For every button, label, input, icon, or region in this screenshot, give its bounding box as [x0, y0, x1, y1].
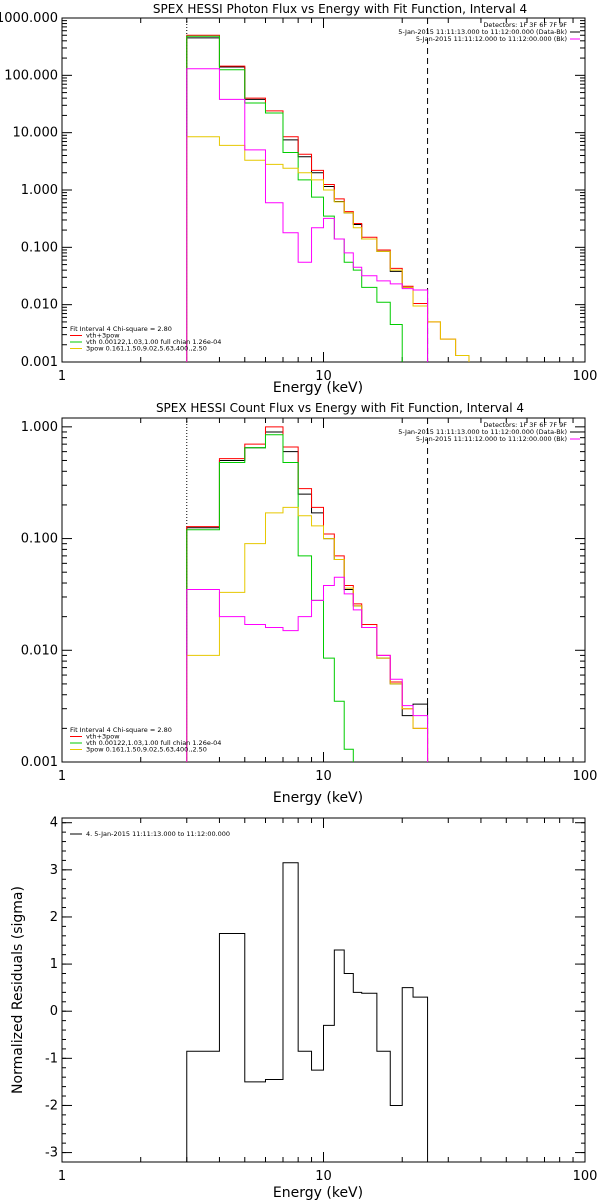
photon-x-tick-label: 100 — [573, 369, 598, 384]
count-x-tick-label: 100 — [573, 769, 598, 784]
residuals-series-group — [186, 862, 429, 1162]
photon-plot-area: Detectors: 1F 3F 6F 7F 9F5-Jan-2015 11:1… — [70, 18, 580, 362]
photon-x-axis-label: Energy (keV) — [273, 380, 363, 396]
residuals-y-tick-label: 4 — [50, 816, 58, 831]
residuals-y-tick-label: 0 — [50, 1004, 58, 1019]
count-info-line: 5-Jan-2015 11:11:12.000 to 11:12:00.000 … — [416, 435, 567, 443]
photon-y-tick-label: 1.000 — [21, 183, 58, 198]
count-series-3pow — [186, 506, 429, 762]
residuals-y-axis-label: Normalized Residuals (sigma) — [10, 886, 26, 1094]
count-info-line: Detectors: 1F 3F 6F 7F 9F — [483, 421, 567, 429]
count-y-tick-label: 0.001 — [21, 755, 58, 770]
count-legend-entry: Fit Interval 4 Chi-square = 2.80 — [70, 726, 172, 734]
count-plot-area: Detectors: 1F 3F 6F 7F 9F5-Jan-2015 11:1… — [70, 418, 580, 762]
residuals-x-tick-label: 1 — [58, 1169, 66, 1184]
photon-info-line: 5-Jan-2015 11:11:13.000 to 11:12:00.000 … — [398, 28, 567, 36]
residuals-x-tick-label: 100 — [573, 1169, 598, 1184]
photon-legend-entry: vth+3pow — [86, 332, 120, 340]
count-series-group — [186, 426, 429, 762]
count-legend-entry: 3pow 0.161,1.50,9.02,5.63,400.,2.50 — [86, 746, 207, 754]
count-series-background — [186, 576, 429, 762]
residuals-x-axis-label: Energy (keV) — [273, 1185, 363, 1200]
photon-info-line: 5-Jan-2015 11:11:12.000 to 11:12:00.000 … — [416, 35, 567, 43]
residuals-panel: Energy (keV) Normalized Residuals (sigma… — [10, 816, 597, 1200]
count-x-tick-label: 1 — [58, 769, 66, 784]
count-flux-panel: SPEX HESSI Count Flux vs Energy with Fit… — [21, 401, 598, 806]
photon-axes: 1 10 100 0.001 0.010 0.100 1.000 10.000 100.000 1… — [0, 11, 597, 384]
count-x-axis-label: Energy (keV) — [273, 790, 363, 806]
photon-x-tick-label: 10 — [315, 369, 332, 384]
count-x-tick-label: 10 — [315, 769, 332, 784]
count-chart-title: SPEX HESSI Count Flux vs Energy with Fit… — [156, 401, 524, 415]
photon-y-tick-label: 1000.000 — [0, 11, 58, 26]
count-series-vth-3pow — [186, 426, 429, 762]
count-y-tick-label: 0.010 — [21, 643, 58, 658]
count-y-tick-label: 1.000 — [21, 420, 58, 435]
count-y-tick-label: 0.100 — [21, 532, 58, 547]
photon-y-tick-label: 0.010 — [21, 298, 58, 313]
photon-legend-entry: 3pow 0.161,1.50,9.02,5.63,400.,2.50 — [86, 345, 207, 353]
residuals-y-tick-label: 2 — [50, 910, 58, 925]
residuals-plot-area: 4. 5-Jan-2015 11:11:13.000 to 11:12:00.0… — [70, 830, 429, 1162]
photon-flux-panel: SPEX HESSI Photon Flux vs Energy with Fi… — [0, 2, 597, 396]
residuals-y-tick-label: -2 — [45, 1098, 58, 1113]
photon-chart-title: SPEX HESSI Photon Flux vs Energy with Fi… — [153, 2, 527, 16]
residuals-y-tick-label: 1 — [50, 957, 58, 972]
photon-series-vth-3pow — [186, 34, 470, 362]
residuals-legend-entry: 4. 5-Jan-2015 11:11:13.000 to 11:12:00.0… — [86, 830, 230, 838]
count-legend-entry: vth+3pow — [86, 733, 120, 741]
photon-series-vth — [186, 35, 403, 362]
photon-series-background — [186, 68, 429, 362]
photon-series-3pow — [186, 136, 470, 362]
count-axes: 1 10 100 0.001 0.010 0.100 1.000 — [21, 417, 598, 784]
count-series-data — [186, 431, 429, 762]
photon-y-tick-label: 0.100 — [21, 240, 58, 255]
residuals-y-tick-label: -3 — [45, 1146, 58, 1161]
photon-legend-entry: vth 0.00122,1.03,1.00 full chian 1.26e-0… — [86, 338, 221, 346]
residuals-axes: 1 10 100 -3 -2 -1 0 1 2 3 4 — [45, 816, 597, 1184]
photon-legend-entry: Fit Interval 4 Chi-square = 2.80 — [70, 325, 172, 333]
photon-series-data — [186, 37, 429, 362]
photon-series-group — [186, 34, 470, 362]
photon-info-line: Detectors: 1F 3F 6F 7F 9F — [483, 21, 567, 29]
count-series-vth — [186, 434, 354, 762]
photon-x-tick-label: 1 — [58, 369, 66, 384]
photon-y-tick-label: 10.000 — [13, 126, 59, 141]
residuals-plot-frame — [61, 817, 586, 1163]
photon-y-tick-label: 100.000 — [4, 68, 58, 83]
residuals-series-4-5-jan-2015-11-11-13-000-to-11-12-00-000 — [186, 862, 429, 1162]
photon-y-tick-label: 0.001 — [21, 355, 58, 370]
residuals-x-tick-label: 10 — [315, 1169, 332, 1184]
residuals-y-tick-label: -1 — [45, 1051, 58, 1066]
count-legend-entry: vth 0.00122,1.03,1.00 full chian 1.26e-0… — [86, 739, 221, 747]
count-info-line: 5-Jan-2015 11:11:13.000 to 11:12:00.000 … — [398, 428, 567, 436]
residuals-y-tick-label: 3 — [50, 863, 58, 878]
